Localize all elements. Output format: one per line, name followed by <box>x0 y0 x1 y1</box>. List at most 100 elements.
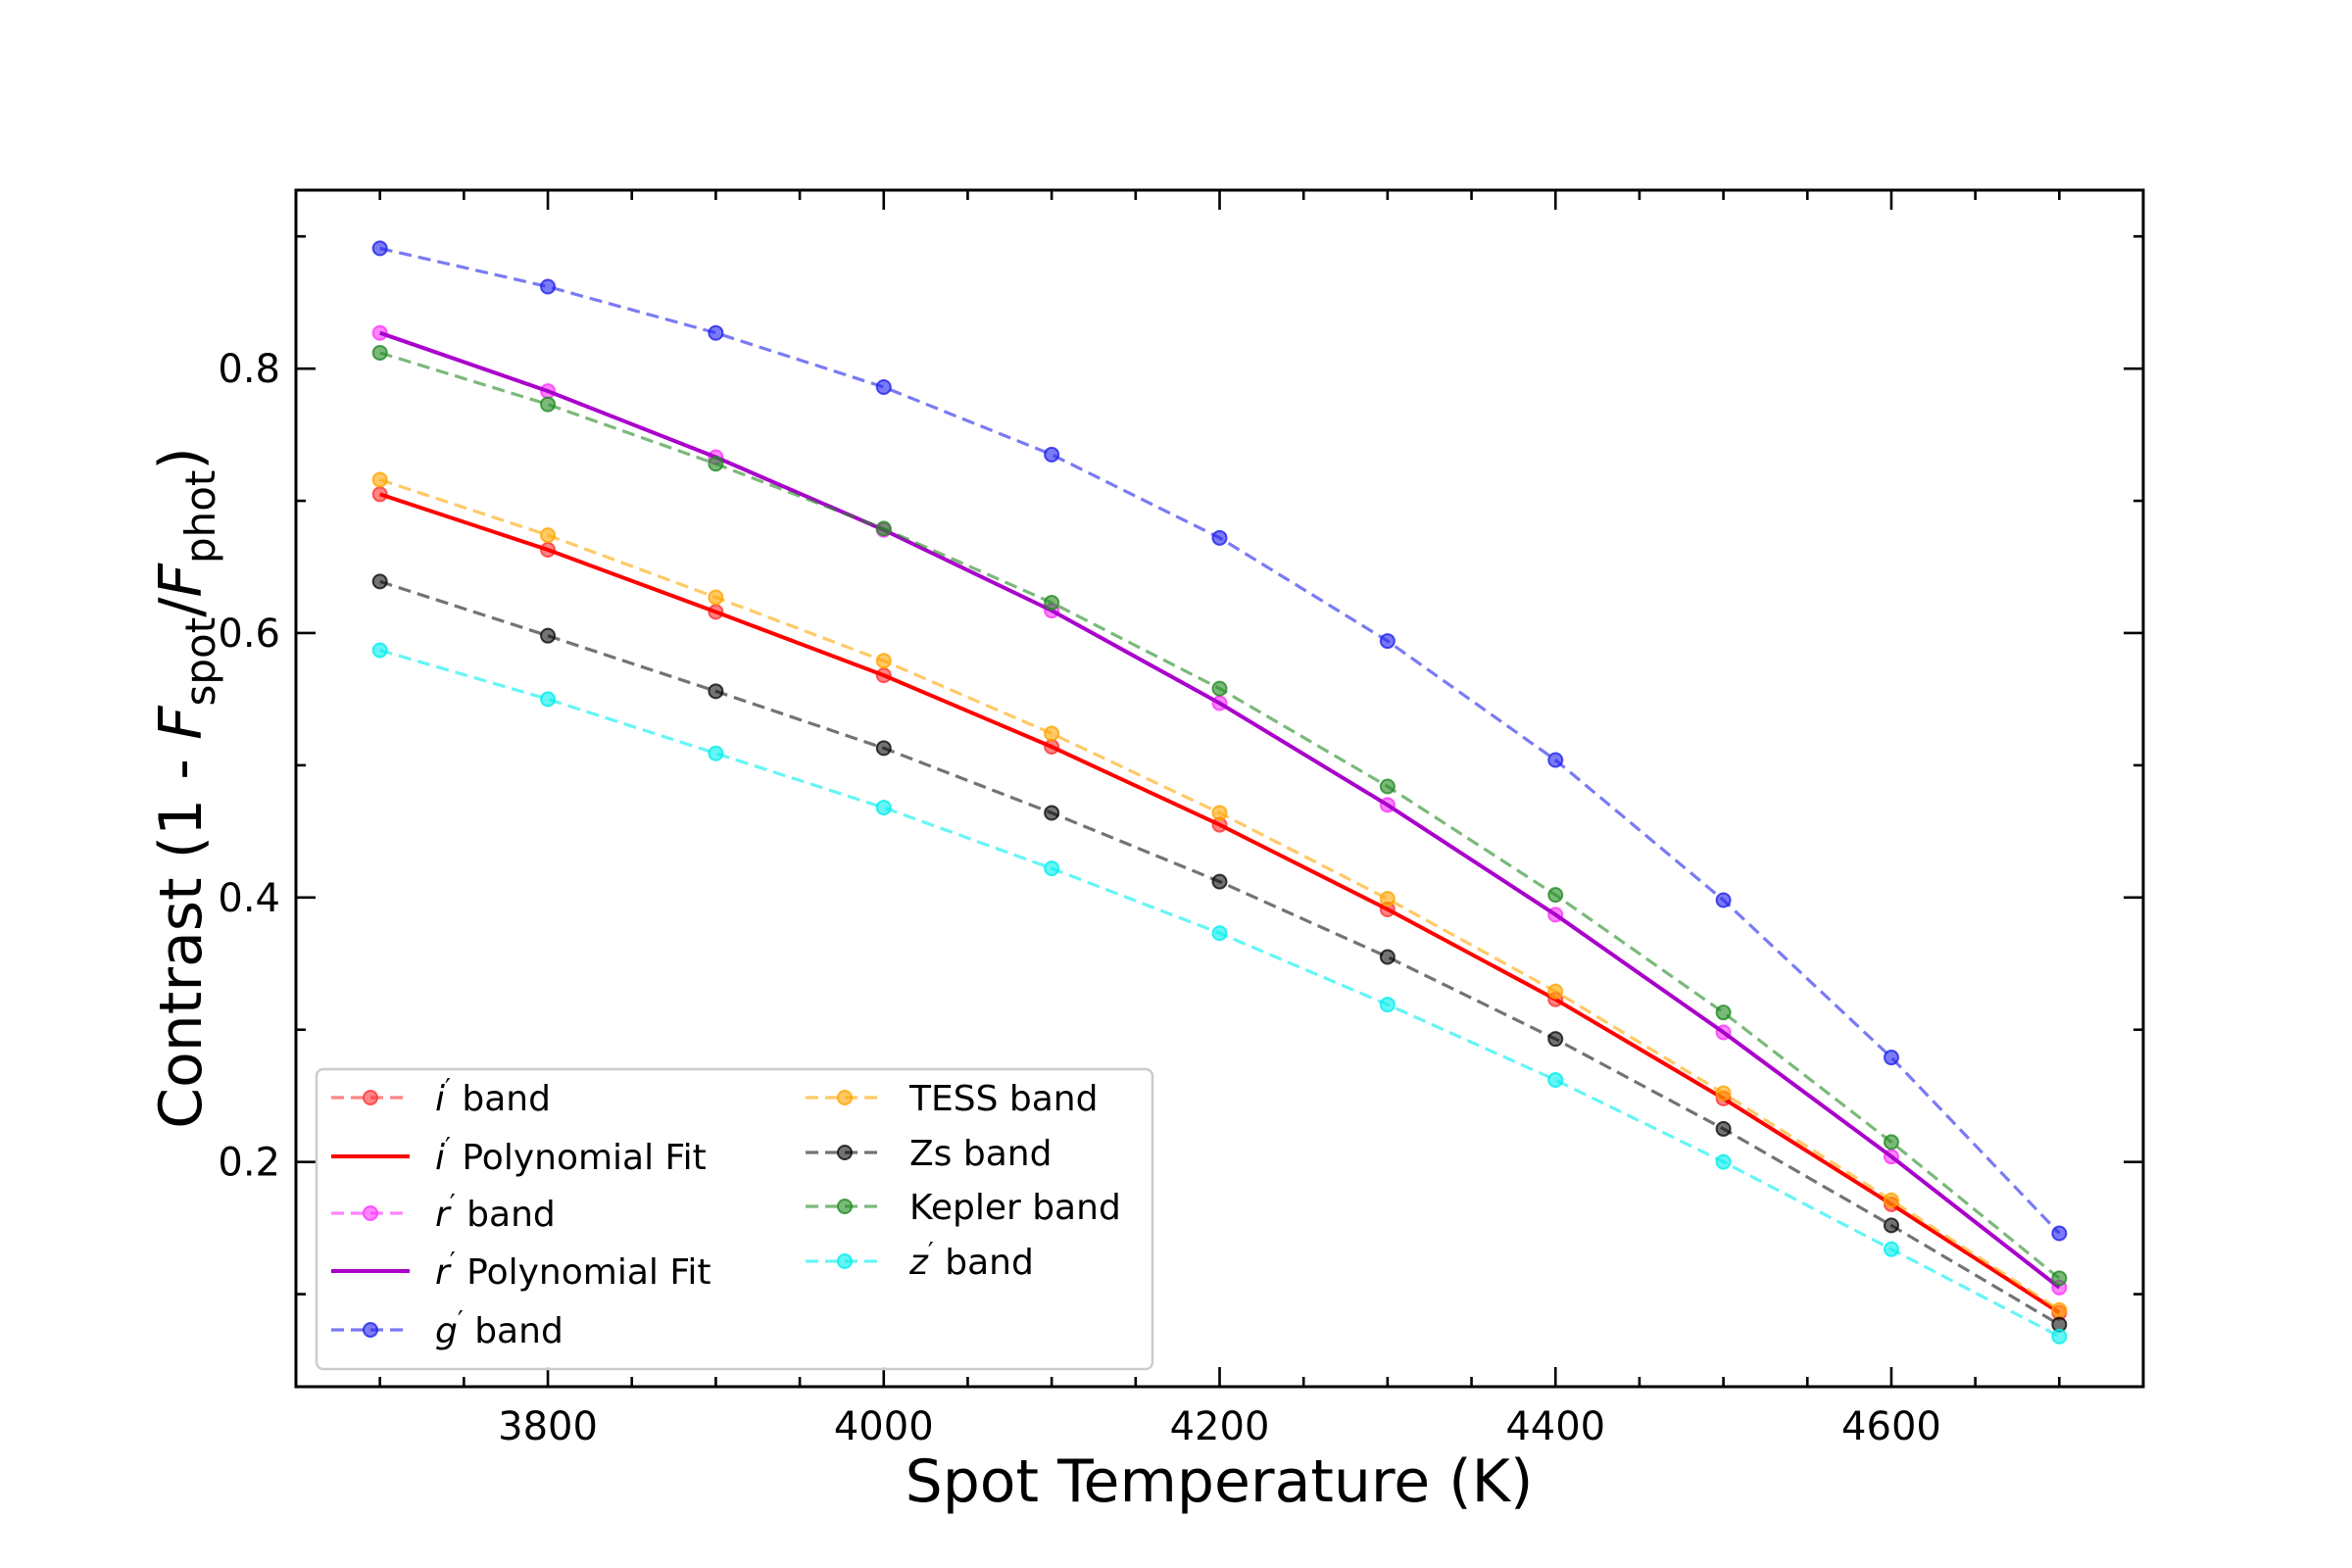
series-layer <box>371 240 2068 1345</box>
y-axis-title-f2: F <box>147 563 216 598</box>
series-z-band <box>371 642 2068 1345</box>
data-point-tess <box>1379 891 1396 907</box>
legend-marker-g-band <box>363 1322 378 1338</box>
legend-entry-kepler: Kepler band <box>806 1188 1121 1228</box>
legend-entry-r-band: r′ band <box>331 1190 556 1235</box>
legend-label-zs: Zs band <box>909 1134 1052 1174</box>
data-point-kepler <box>1715 1004 1732 1021</box>
data-point-kepler <box>875 520 892 537</box>
data-point-zs <box>875 740 892 757</box>
data-point-g-band <box>1379 633 1396 650</box>
data-point-g-band <box>875 379 892 396</box>
legend-entry-g-band: g′ band <box>331 1306 564 1351</box>
data-point-tess <box>708 589 724 606</box>
legend-entry-z-band: z′ band <box>806 1238 1034 1283</box>
legend-marker-zs <box>837 1145 853 1160</box>
y-axis-title-f1: F <box>147 705 216 740</box>
y-axis-title: Contrast (1 - Fspot/Fphot) <box>147 447 224 1129</box>
x-tick-label: 4400 <box>1505 1404 1605 1449</box>
data-point-zs <box>540 627 557 644</box>
data-point-kepler <box>1044 594 1060 611</box>
legend-entry-r-fit: r′ Polynomial Fit <box>331 1248 711 1293</box>
legend-box <box>315 1067 1154 1371</box>
data-point-tess <box>1211 805 1228 821</box>
data-point-kepler <box>1211 680 1228 697</box>
data-point-r-band <box>371 324 388 341</box>
data-point-tess <box>1547 983 1564 1000</box>
legend-entry-zs: Zs band <box>806 1134 1052 1174</box>
data-point-g-band <box>1211 529 1228 546</box>
series-r-fit <box>379 330 2061 1290</box>
data-point-z-band <box>371 642 388 659</box>
y-tick-label: 0.6 <box>218 612 280 657</box>
legend-label-z-band: z′ band <box>908 1238 1034 1283</box>
data-point-g-band <box>1547 752 1564 768</box>
data-point-zs <box>1715 1120 1732 1137</box>
y-axis-title-slash: / <box>147 597 216 617</box>
x-tick-label: 4600 <box>1841 1404 1941 1449</box>
legend-marker-kepler <box>837 1199 853 1214</box>
data-point-z-band <box>1883 1241 1899 1257</box>
legend-marker-tess <box>837 1090 853 1105</box>
data-point-g-band <box>371 240 388 257</box>
x-tick-label: 4000 <box>834 1404 934 1449</box>
x-tick-label: 4200 <box>1170 1404 1270 1449</box>
y-tick-label: 0.2 <box>218 1141 280 1186</box>
legend-label-r-fit: r′ Polynomial Fit <box>435 1248 711 1293</box>
data-point-g-band <box>1883 1050 1899 1066</box>
data-point-zs <box>1044 805 1060 821</box>
data-point-z-band <box>1715 1153 1732 1170</box>
data-point-tess <box>1044 725 1060 742</box>
legend-marker-r-band <box>363 1205 378 1221</box>
data-point-tess <box>1715 1085 1732 1102</box>
data-point-kepler <box>540 396 557 413</box>
data-point-zs <box>1883 1217 1899 1234</box>
data-point-zs <box>708 683 724 700</box>
data-point-kepler <box>2051 1270 2068 1287</box>
data-point-kepler <box>1379 778 1396 795</box>
data-point-z-band <box>540 691 557 708</box>
data-point-kepler <box>708 456 724 472</box>
tick-layer: 3800 4000 4200 4400 4600 0.2 0.4 0.6 0.8 <box>218 190 2143 1449</box>
data-point-zs <box>1547 1031 1564 1048</box>
legend-label-g-band: g′ band <box>435 1306 564 1351</box>
data-point-zs <box>1379 949 1396 965</box>
series-line-i-fit <box>379 492 2061 1315</box>
legend-marker-i-band <box>363 1090 378 1105</box>
data-point-z-band <box>1211 925 1228 942</box>
legend-entry-tess: TESS band <box>806 1079 1098 1119</box>
data-point-kepler <box>1883 1134 1899 1151</box>
series-g-band <box>371 240 2068 1242</box>
y-axis-title-sub2: phot <box>176 470 224 564</box>
legend-label-tess: TESS band <box>908 1079 1098 1119</box>
data-point-kepler <box>371 344 388 361</box>
data-point-g-band <box>2051 1225 2068 1242</box>
y-tick-label: 0.8 <box>218 347 280 392</box>
series-kepler <box>371 344 2068 1287</box>
series-zs <box>371 573 2068 1333</box>
data-point-z-band <box>875 800 892 816</box>
y-tick-label: 0.4 <box>218 876 280 921</box>
data-point-g-band <box>1044 446 1060 463</box>
series-tess <box>371 471 2068 1318</box>
data-point-tess <box>371 471 388 488</box>
series-i-fit <box>379 492 2061 1315</box>
legend-entry-i-band: i′ band <box>331 1074 551 1119</box>
data-point-z-band <box>1379 997 1396 1013</box>
data-point-tess <box>540 527 557 544</box>
data-point-zs <box>1211 873 1228 890</box>
x-axis-title: Spot Temperature (K) <box>906 1447 1534 1516</box>
legend-label-r-band: r′ band <box>435 1190 556 1235</box>
y-axis-title-sub1: spot <box>176 617 224 707</box>
data-point-g-band <box>708 324 724 341</box>
data-point-tess <box>1883 1192 1899 1208</box>
legend-label-i-band: i′ band <box>435 1074 551 1119</box>
data-point-zs <box>371 573 388 590</box>
data-point-g-band <box>1715 892 1732 908</box>
x-tick-label: 3800 <box>498 1404 598 1449</box>
data-point-g-band <box>540 278 557 295</box>
data-point-tess <box>875 653 892 669</box>
y-axis-title-prefix: Contrast (1 - <box>147 740 216 1129</box>
legend-label-kepler: Kepler band <box>909 1188 1121 1228</box>
